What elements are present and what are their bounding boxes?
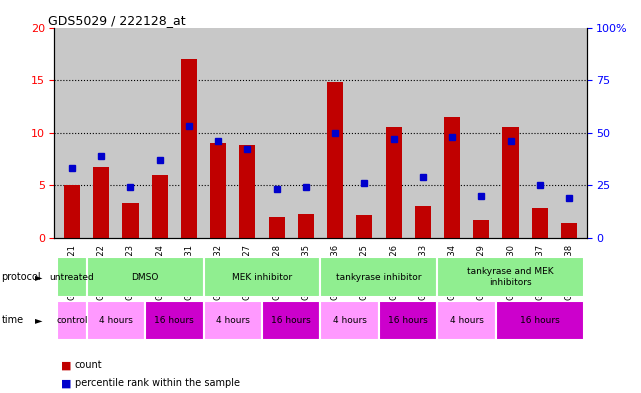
Text: tankyrase inhibitor: tankyrase inhibitor xyxy=(337,273,422,281)
Bar xyxy=(204,257,320,297)
Bar xyxy=(531,208,548,238)
Bar xyxy=(496,301,583,340)
Text: 16 hours: 16 hours xyxy=(154,316,194,325)
Bar xyxy=(437,257,583,297)
Bar xyxy=(145,301,204,340)
Bar xyxy=(320,301,379,340)
Bar xyxy=(437,301,496,340)
Text: GDS5029 / 222128_at: GDS5029 / 222128_at xyxy=(48,14,186,27)
Text: 16 hours: 16 hours xyxy=(271,316,311,325)
Bar xyxy=(327,82,343,238)
Bar xyxy=(152,174,168,238)
Bar xyxy=(503,127,519,238)
Text: 4 hours: 4 hours xyxy=(99,316,133,325)
Bar xyxy=(64,185,80,238)
Text: 4 hours: 4 hours xyxy=(450,316,483,325)
Bar xyxy=(122,203,138,238)
Bar xyxy=(444,117,460,238)
Bar xyxy=(379,301,437,340)
Text: tankyrase and MEK
inhibitors: tankyrase and MEK inhibitors xyxy=(467,267,554,287)
Bar xyxy=(298,213,314,238)
Text: ►: ► xyxy=(35,315,42,325)
Bar xyxy=(473,220,489,238)
Bar xyxy=(385,127,402,238)
Bar xyxy=(204,301,262,340)
Bar xyxy=(181,59,197,238)
Bar xyxy=(262,301,320,340)
Bar xyxy=(93,167,110,238)
Text: 16 hours: 16 hours xyxy=(520,316,560,325)
Text: ■: ■ xyxy=(61,360,71,371)
Text: count: count xyxy=(75,360,103,371)
Text: time: time xyxy=(1,315,24,325)
Bar xyxy=(210,143,226,238)
Bar xyxy=(269,217,285,238)
Bar xyxy=(561,223,577,238)
Bar xyxy=(239,145,256,238)
Text: DMSO: DMSO xyxy=(131,273,159,281)
Text: MEK inhibitor: MEK inhibitor xyxy=(232,273,292,281)
Text: 4 hours: 4 hours xyxy=(333,316,367,325)
Text: 4 hours: 4 hours xyxy=(216,316,250,325)
Text: ►: ► xyxy=(35,272,42,282)
Bar xyxy=(320,257,437,297)
Text: protocol: protocol xyxy=(1,272,41,282)
Text: untreated: untreated xyxy=(49,273,94,281)
Text: 16 hours: 16 hours xyxy=(388,316,428,325)
Bar xyxy=(58,301,87,340)
Bar xyxy=(415,206,431,238)
Bar xyxy=(87,301,145,340)
Bar xyxy=(356,215,372,238)
Text: ■: ■ xyxy=(61,378,71,388)
Text: percentile rank within the sample: percentile rank within the sample xyxy=(75,378,240,388)
Text: control: control xyxy=(56,316,88,325)
Bar xyxy=(58,257,87,297)
Bar xyxy=(87,257,204,297)
